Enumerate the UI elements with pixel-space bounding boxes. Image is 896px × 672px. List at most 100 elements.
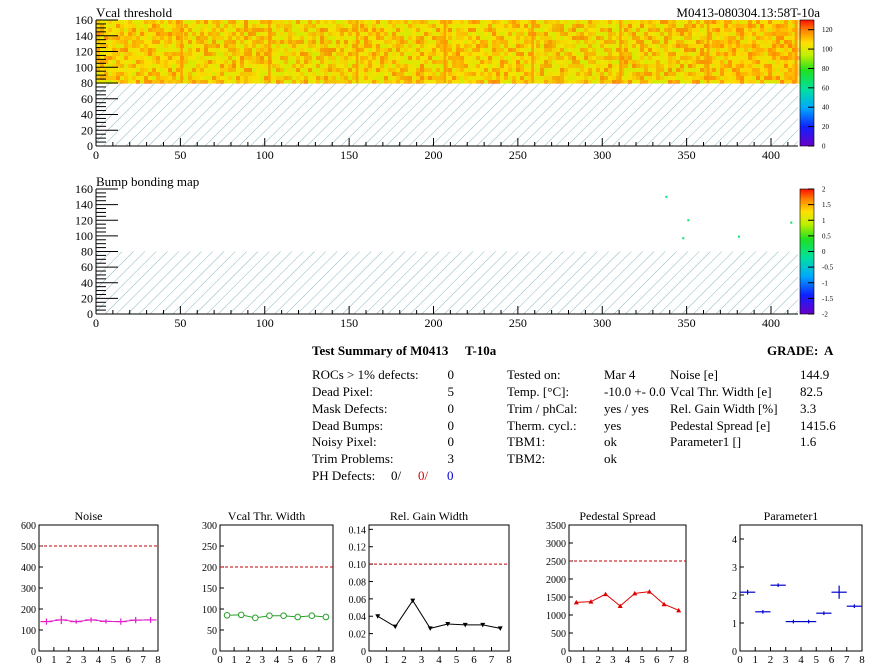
pixel: [548, 44, 552, 48]
pixel: [536, 72, 540, 76]
pixel: [592, 76, 596, 80]
pixel: [516, 36, 520, 40]
x-tick-label: 0: [217, 654, 223, 666]
pixel: [336, 52, 340, 56]
pixel: [104, 44, 108, 48]
roc-edge: [619, 20, 622, 83]
x-tick-label: 3: [81, 654, 87, 666]
pixel: [544, 36, 548, 40]
pixel: [492, 60, 496, 64]
pixel: [336, 76, 340, 80]
pixel: [396, 44, 400, 48]
pixel: [132, 56, 136, 60]
pixel: [704, 80, 708, 84]
pixel: [428, 40, 432, 44]
pixel: [544, 48, 548, 52]
pixel: [652, 72, 656, 76]
pixel: [464, 44, 468, 48]
pixel: [324, 48, 328, 52]
pixel: [552, 52, 556, 56]
pixel: [532, 32, 536, 36]
pixel: [160, 60, 164, 64]
pixel: [156, 68, 160, 72]
pixel: [592, 56, 596, 60]
x-tick-label: 150: [340, 316, 358, 330]
pixel: [760, 48, 764, 52]
pixel: [396, 56, 400, 60]
pixel: [432, 80, 436, 84]
pixel: [636, 80, 640, 84]
pixel: [116, 40, 120, 44]
pixel: [524, 32, 528, 36]
pixel: [652, 48, 656, 52]
pixel: [300, 20, 304, 24]
pixel: [532, 20, 536, 24]
pixel: [684, 32, 688, 36]
pixel: [136, 52, 140, 56]
pixel: [420, 32, 424, 36]
pixel: [280, 52, 284, 56]
pixel: [464, 68, 468, 72]
pixel: [696, 40, 700, 44]
pixel: [252, 28, 256, 32]
pixel: [152, 68, 156, 72]
pixel: [300, 48, 304, 52]
pixel: [556, 68, 560, 72]
pixel: [128, 20, 132, 24]
pixel: [348, 20, 352, 24]
pixel: [560, 36, 564, 40]
data-point: [588, 599, 594, 604]
x-tick-label: 2: [596, 654, 602, 666]
pixel: [272, 48, 276, 52]
pixel: [288, 56, 292, 60]
pixel: [640, 48, 644, 52]
pixel: [376, 40, 380, 44]
pixel: [508, 24, 512, 28]
pixel: [652, 32, 656, 36]
pixel: [640, 28, 644, 32]
pixel: [520, 76, 524, 80]
pixel: [328, 52, 332, 56]
pixel: [224, 24, 228, 28]
pixel: [488, 76, 492, 80]
pixel: [204, 48, 208, 52]
pixel: [432, 72, 436, 76]
pixel: [304, 44, 308, 48]
pixel: [452, 76, 456, 80]
pixel: [584, 68, 588, 72]
pixel: [700, 28, 704, 32]
pixel: [256, 64, 260, 68]
x-tick-label: 6: [829, 654, 835, 666]
pixel: [428, 36, 432, 40]
pixel: [676, 24, 680, 28]
pixel: [400, 32, 404, 36]
pixel: [448, 64, 452, 68]
pixel: [704, 40, 708, 44]
pixel: [580, 20, 584, 24]
pixel: [392, 72, 396, 76]
pixel: [296, 36, 300, 40]
pixel: [376, 24, 380, 28]
pixel: [380, 48, 384, 52]
pixel: [496, 68, 500, 72]
pixel: [636, 68, 640, 72]
pixel: [232, 80, 236, 84]
pixel: [692, 80, 696, 84]
pixel: [404, 20, 408, 24]
roc-edge: [268, 20, 271, 83]
pixel: [616, 40, 620, 44]
pixel: [364, 80, 368, 84]
pixel: [784, 72, 788, 76]
pixel: [408, 36, 412, 40]
pixel: [516, 32, 520, 36]
pixel: [448, 24, 452, 28]
pixel: [776, 24, 780, 28]
pixel: [432, 20, 436, 24]
pixel: [560, 76, 564, 80]
pixel: [488, 68, 492, 72]
roc-edge: [531, 20, 534, 83]
pixel: [740, 68, 744, 72]
pixel: [332, 76, 336, 80]
pixel: [788, 32, 792, 36]
pixel: [316, 60, 320, 64]
